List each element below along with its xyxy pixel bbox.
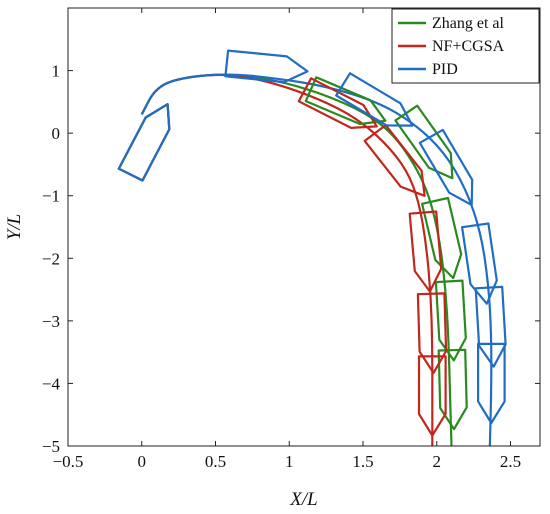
- x-axis-label: X/L: [289, 489, 317, 510]
- ship-outline-2-1: [224, 49, 309, 84]
- y-tick-label: −5: [42, 437, 60, 456]
- ship-outline-0-2: [394, 104, 454, 180]
- y-tick-label: 0: [52, 124, 61, 143]
- legend-label: NF+CGSA: [432, 38, 505, 55]
- axes-box: [67, 7, 541, 447]
- x-tick-label: 1.5: [352, 452, 373, 471]
- y-axis-label: Y/L: [4, 214, 25, 240]
- y-tick-label: −1: [42, 187, 60, 206]
- ship-outline-2-5: [474, 285, 507, 368]
- ship-outline-1-5: [417, 355, 447, 437]
- ship-outline-2-4: [461, 222, 498, 305]
- x-tick-label: 2: [433, 452, 442, 471]
- ship-outline-0-5: [437, 348, 468, 431]
- ship-outline-1-2: [363, 123, 426, 197]
- y-tick-label: −2: [42, 249, 60, 268]
- x-tick-label: 1: [285, 452, 294, 471]
- y-tick-label: 1: [52, 62, 61, 81]
- ship-outline-2-3: [418, 128, 474, 207]
- ship-outline-0-3: [421, 196, 463, 280]
- ship-outline-2-6: [477, 342, 506, 425]
- x-tick-label: −0.5: [53, 452, 84, 471]
- ship-outline-1-4: [416, 292, 448, 374]
- series-line-0: [140, 73, 453, 446]
- x-tick-label: 0.5: [205, 452, 226, 471]
- legend-label: Zhang et al: [432, 15, 505, 32]
- ship-outline-2-2: [335, 72, 414, 127]
- y-tick-label: −4: [42, 374, 61, 393]
- x-tick-label: 2.5: [500, 452, 521, 471]
- y-tick-label: −3: [42, 312, 60, 331]
- ship-outline-2-0: [117, 103, 171, 182]
- legend-label: PID: [432, 61, 458, 78]
- ship-outline-1-3: [408, 210, 443, 293]
- x-tick-label: 0: [138, 452, 147, 471]
